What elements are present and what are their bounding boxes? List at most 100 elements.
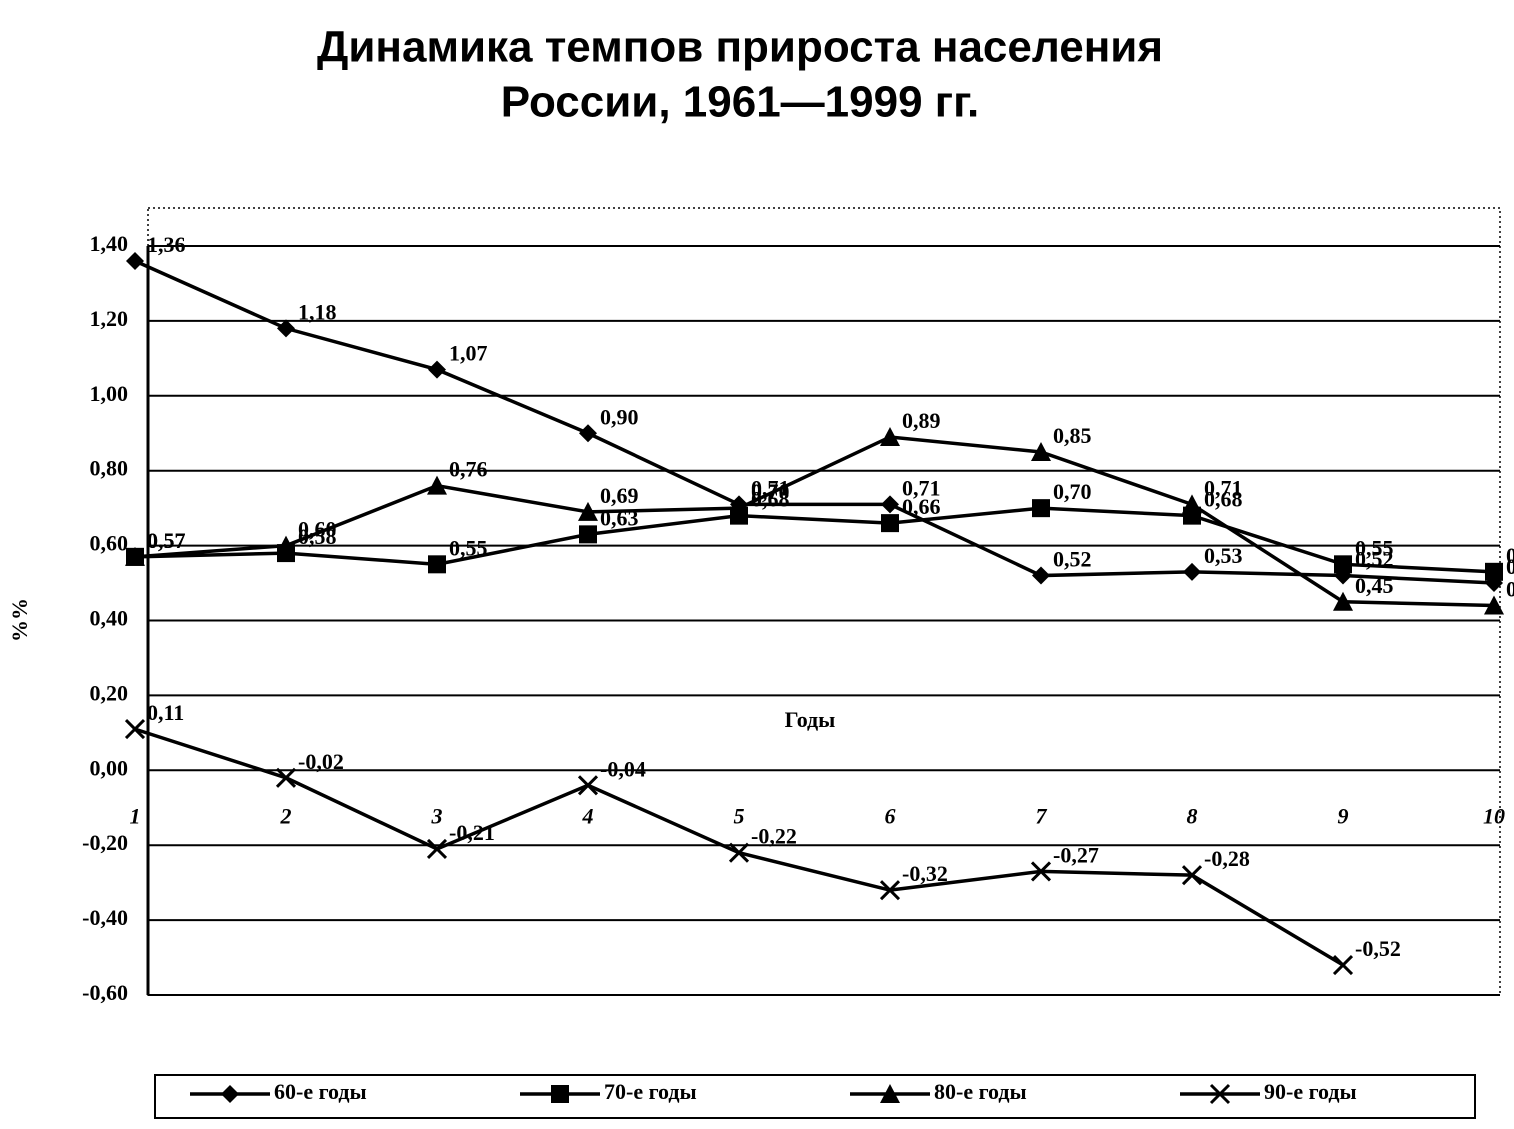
y-tick-label: 1,00 [90, 381, 129, 406]
data-label: -0,27 [1053, 842, 1099, 867]
data-point [277, 319, 295, 338]
data-label: 0,45 [1355, 573, 1394, 598]
data-label: 1,36 [147, 232, 186, 257]
data-point [124, 719, 146, 740]
data-label: 0,44 [1506, 577, 1514, 602]
data-label: -0,21 [449, 820, 495, 845]
legend-marker [221, 1085, 239, 1103]
data-label: 0,53 [1204, 543, 1243, 568]
data-point [579, 525, 597, 544]
legend-box [154, 1074, 1476, 1119]
data-point [275, 767, 297, 788]
data-label: -0,52 [1355, 936, 1401, 961]
x-tick-label: 2 [280, 803, 292, 828]
data-label: -0,02 [298, 749, 344, 774]
legend-label: 70-е годы [604, 1079, 697, 1104]
data-point [1030, 861, 1052, 882]
data-point [1032, 566, 1050, 585]
data-label: 1,18 [298, 299, 337, 324]
data-label: -0,04 [600, 756, 646, 781]
data-point [1484, 595, 1504, 615]
data-point [276, 535, 296, 555]
y-tick-label: 1,20 [90, 306, 129, 331]
data-label: 0,66 [902, 494, 941, 519]
x-tick-label: 1 [130, 803, 141, 828]
data-point [126, 251, 144, 270]
data-label: 0,57 [147, 528, 186, 553]
x-tick-label: 3 [431, 803, 443, 828]
data-label: 0,76 [449, 457, 488, 482]
legend-marker [880, 1084, 900, 1103]
y-tick-label: -0,20 [82, 830, 128, 855]
data-point [1333, 591, 1353, 611]
legend-marker [551, 1085, 569, 1103]
data-label: 0,55 [1355, 535, 1394, 560]
data-label: 0,52 [1053, 547, 1092, 572]
x-tick-label: 10 [1483, 803, 1505, 828]
data-point [1181, 865, 1203, 886]
data-label: 0,90 [600, 404, 639, 429]
data-label: 0,53 [1506, 543, 1514, 568]
data-label: 0,60 [298, 517, 337, 542]
chart-subtitle: России, 1961—1999 гг. [501, 78, 980, 127]
data-label: 1,07 [449, 341, 488, 366]
legend-label: 80-е годы [934, 1079, 1027, 1104]
data-point [1182, 494, 1202, 514]
data-label: 0,57 [147, 528, 186, 553]
y-axis-label: %% [7, 598, 32, 642]
data-label: 0,55 [449, 535, 488, 560]
x-tick-label: 4 [582, 803, 594, 828]
x-tick-label: 8 [1187, 803, 1198, 828]
y-tick-label: 0,00 [90, 755, 129, 780]
data-point [428, 555, 446, 574]
data-point [427, 475, 447, 495]
series-line [134, 506, 1495, 574]
y-tick-label: 0,80 [90, 456, 129, 481]
data-label: 0,70 [751, 479, 790, 504]
data-point [879, 880, 901, 901]
legend-label: 60-е годы [274, 1079, 367, 1104]
plot-frame [147, 207, 1501, 996]
data-label: 0,89 [902, 408, 941, 433]
y-tick-label: 0,40 [90, 606, 129, 631]
x-tick-label: 6 [885, 803, 896, 828]
data-point [1031, 441, 1051, 461]
y-tick-label: 1,40 [90, 231, 129, 256]
data-point [1032, 499, 1050, 518]
data-label: 0,68 [1204, 487, 1243, 512]
x-tick-label: 9 [1338, 803, 1349, 828]
data-point [578, 501, 598, 521]
data-label: 0,85 [1053, 423, 1092, 448]
data-label: 0,70 [1053, 479, 1092, 504]
data-point [881, 495, 899, 514]
y-tick-label: -0,40 [82, 905, 128, 930]
data-point [428, 360, 446, 379]
data-label: -0,22 [751, 824, 797, 849]
y-tick-label: 0,60 [90, 531, 129, 556]
data-point [577, 775, 599, 796]
data-point [880, 426, 900, 446]
data-point [881, 514, 899, 533]
data-label: -0,32 [902, 861, 948, 886]
data-label: -0,28 [1204, 846, 1250, 871]
data-point [1485, 562, 1503, 581]
data-point [729, 498, 749, 518]
chart-title: Динамика темпов прироста населения [317, 23, 1163, 72]
data-point [1332, 954, 1354, 976]
y-tick-label: -0,60 [82, 980, 128, 1005]
legend-label: 90-е годы [1264, 1079, 1357, 1104]
x-axis-label: Годы [785, 707, 836, 732]
y-tick-label: 0,20 [90, 680, 129, 705]
data-label: 0,71 [1204, 475, 1243, 500]
data-point [426, 838, 448, 860]
data-point [125, 546, 145, 566]
data-point [1334, 555, 1352, 574]
data-label: 0,71 [902, 475, 941, 500]
data-point [1183, 562, 1201, 581]
data-point [579, 424, 597, 443]
data-label: 0,50 [1506, 554, 1514, 579]
x-tick-label: 5 [734, 803, 745, 828]
data-point [728, 842, 750, 863]
data-label: 0,11 [147, 700, 184, 725]
